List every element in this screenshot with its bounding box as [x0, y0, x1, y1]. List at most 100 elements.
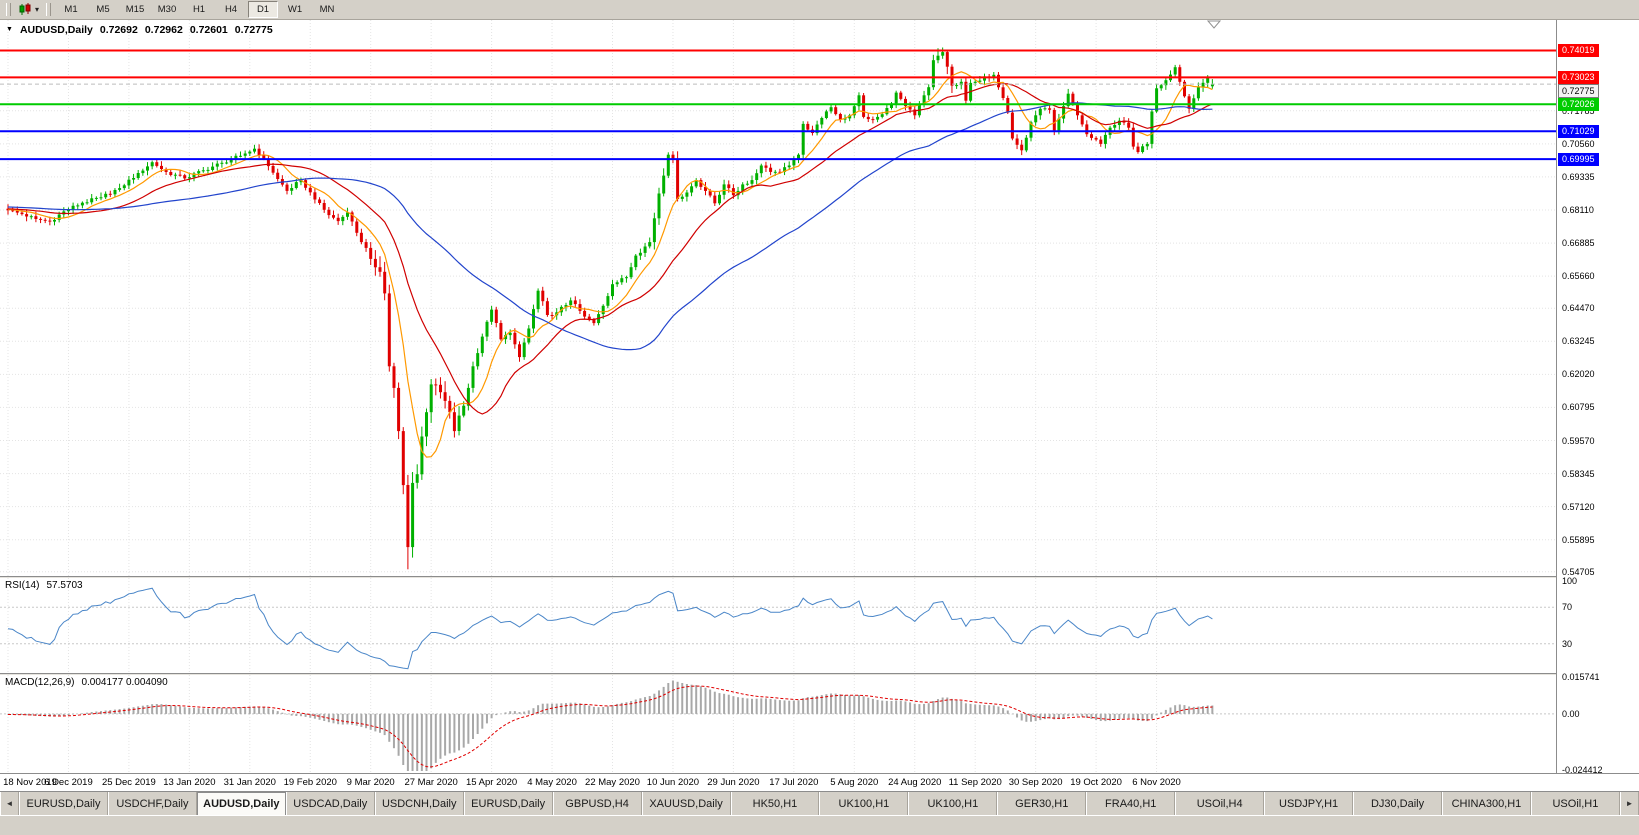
chart-tab-audusd-daily[interactable]: AUDUSD,Daily [196, 792, 286, 815]
date-tick-label: 4 May 2020 [527, 777, 577, 788]
toolbar-grip[interactable] [46, 3, 52, 16]
price-line-badge-0.74019: 0.74019 [1558, 44, 1599, 57]
date-tick-label: 29 Jun 2020 [707, 777, 760, 788]
toolbar: ▾ M1 M5 M15 M30 H1 H4 D1 W1 MN [0, 0, 1639, 20]
dropdown-arrow-icon: ▾ [35, 5, 40, 14]
price-chart-pane[interactable]: ▼ AUDUSD,Daily 0.72692 0.72962 0.72601 0… [0, 20, 1556, 576]
pane-separator[interactable] [0, 576, 1556, 578]
date-tick-label: 10 Jun 2020 [646, 777, 700, 788]
chart-tab-usoil-h1[interactable]: USOil,H1 [1530, 792, 1620, 815]
status-bar [0, 815, 1639, 835]
chart-tab-eurusd-daily[interactable]: EURUSD,Daily [19, 792, 108, 815]
price-tick-label: 0.55895 [1562, 534, 1595, 545]
timeframe-button-m15[interactable]: M15 [125, 4, 145, 15]
chart-tab-uk100-h1[interactable]: UK100,H1 [819, 792, 909, 815]
price-tick-label: 0.54705 [1562, 566, 1595, 577]
toolbar-grip[interactable] [6, 3, 11, 16]
candlestick-chart-icon [19, 3, 31, 15]
date-tick-label: 13 Jan 2020 [163, 777, 216, 788]
macd-current-values: 0.004177 0.004090 [81, 677, 168, 688]
moving-average-fast-line [8, 71, 1213, 458]
rsi-current-value: 57.5703 [46, 580, 83, 591]
grid [0, 20, 1556, 576]
price-tick-label: 0.71785 [1562, 105, 1595, 116]
timeframe-button-w1[interactable]: W1 [287, 4, 303, 15]
chart-tab-dj30-daily[interactable]: DJ30,Daily [1353, 792, 1442, 815]
date-tick-label: 17 Jul 2020 [769, 777, 819, 788]
timeframe-button-h4[interactable]: H4 [224, 4, 238, 15]
price-line-badge-0.69995: 0.69995 [1558, 152, 1599, 166]
rsi-label: RSI(14) 57.5703 [5, 580, 83, 591]
chart-tab-uk100-h1[interactable]: UK100,H1 [908, 792, 998, 815]
rsi-pane[interactable]: RSI(14) 57.5703 [0, 578, 1556, 673]
price-line-badge-0.73023: 0.73023 [1558, 70, 1599, 84]
moving-average-slow-line [7, 102, 1213, 351]
macd-pane[interactable]: MACD(12,26,9) 0.004177 0.004090 [0, 675, 1556, 773]
symbol-period-label: AUDUSD,Daily [19, 24, 93, 36]
date-tick-label: 18 Nov 2019 [3, 777, 57, 788]
chart-tab-usdcad-daily[interactable]: USDCAD,Daily [285, 792, 375, 815]
chart-tab-xauusd-daily[interactable]: XAUUSD,Daily [641, 792, 731, 815]
date-tick-label: 31 Jan 2020 [223, 777, 276, 788]
date-tick-label: 24 Aug 2020 [888, 777, 942, 788]
price-tick-label: 0.65660 [1562, 271, 1595, 282]
chart-tab-gbpusd-h4[interactable]: GBPUSD,H4 [552, 792, 642, 815]
chart-window: ▼ AUDUSD,Daily 0.72692 0.72962 0.72601 0… [0, 20, 1639, 775]
new-chart-button[interactable]: ▾ [15, 1, 42, 18]
timeframe-button-m30[interactable]: M30 [157, 4, 177, 15]
chart-tab-usdjpy-h1[interactable]: USDJPY,H1 [1264, 792, 1354, 815]
grid [0, 578, 1556, 673]
chart-tab-usoil-h4[interactable]: USOil,H4 [1175, 792, 1265, 815]
chart-tab-usdcnh-daily[interactable]: USDCNH,Daily [374, 792, 464, 815]
chart-tab-hk50-h1[interactable]: HK50,H1 [730, 792, 820, 815]
macd-signal-line [8, 685, 1213, 768]
rsi-scale-label: 100 [1562, 575, 1578, 586]
date-tick-label: 6 Dec 2019 [44, 777, 93, 788]
candles-series [6, 47, 1214, 570]
price-tick-label: 0.70560 [1562, 138, 1595, 149]
pane-separator[interactable] [0, 673, 1556, 675]
rsi-scale-label: 70 [1562, 602, 1573, 613]
timeframe-toolbar: M1 M5 M15 M30 H1 H4 D1 W1 MN [55, 1, 343, 18]
chart-tab-ger30-h1[interactable]: GER30,H1 [997, 792, 1087, 815]
price-scale[interactable]: 0.71785 0.70560 0.69335 0.68110 0.66885 0.656… [1556, 20, 1639, 775]
date-tick-label: 5 Aug 2020 [830, 777, 879, 788]
timeframe-button-m5[interactable]: M5 [96, 4, 110, 15]
chart-tab-usdchf-daily[interactable]: USDCHF,Daily [107, 792, 197, 815]
price-tick-label: 0.68110 [1562, 205, 1594, 215]
chart-tab-china300-h1[interactable]: CHINA300,H1 [1442, 792, 1531, 815]
timeframe-button-m1[interactable]: M1 [64, 4, 78, 15]
macd-name: MACD(12,26,9) [5, 677, 75, 688]
chart-tabs: EURUSD,Daily USDCHF,Daily AUDUSD,Daily USDC… [19, 792, 1620, 815]
chart-plot-area: ▼ AUDUSD,Daily 0.72692 0.72962 0.72601 0… [0, 20, 1556, 773]
high-value: 0.72962 [144, 24, 183, 36]
chart-tab-fra40-h1[interactable]: FRA40,H1 [1086, 792, 1176, 815]
date-tick-label: 11 Sep 2020 [948, 777, 1002, 788]
date-tick-label: 22 May 2020 [585, 777, 640, 788]
tabs-scroll-right-button[interactable]: ► [1620, 792, 1639, 815]
chart-shift-marker-icon[interactable] [1206, 20, 1222, 29]
price-tick-label: 0.59570 [1562, 435, 1595, 446]
tabs-scroll-left-button[interactable]: ◄ [0, 792, 19, 815]
date-tick-label: 30 Sep 2020 [1008, 777, 1063, 788]
price-tick-label: 0.63245 [1562, 336, 1595, 347]
timeframe-button-h1[interactable]: H1 [192, 4, 206, 15]
timeframe-button-mn[interactable]: MN [319, 4, 335, 15]
price-tick-label: 0.66885 [1562, 238, 1595, 249]
current-price-label: 0.72775 [1558, 84, 1599, 99]
date-tick-label: 19 Feb 2020 [283, 777, 337, 788]
rsi-name: RSI(14) [5, 580, 40, 591]
rsi-line [7, 587, 1213, 670]
collapse-arrow-icon[interactable]: ▼ [6, 25, 13, 33]
date-tick-label: 6 Nov 2020 [1132, 777, 1181, 788]
price-line-badge-0.72026: 0.72026 [1558, 97, 1599, 111]
macd-scale-label: -0.024412 [1562, 765, 1603, 775]
price-tick-label: 0.62020 [1562, 369, 1595, 380]
macd-scale-label: 0.00 [1562, 708, 1580, 719]
timeframe-button-d1[interactable]: D1 [248, 1, 279, 18]
moving-average-medium-line [7, 83, 1213, 415]
time-scale[interactable]: 18 Nov 2019 6 Dec 2019 25 Dec 2019 13 Jan 2… [0, 773, 1639, 791]
macd-scale-label: 0.015741 [1562, 672, 1600, 682]
chart-tab-eurusd-daily[interactable]: EURUSD,Daily [463, 792, 553, 815]
